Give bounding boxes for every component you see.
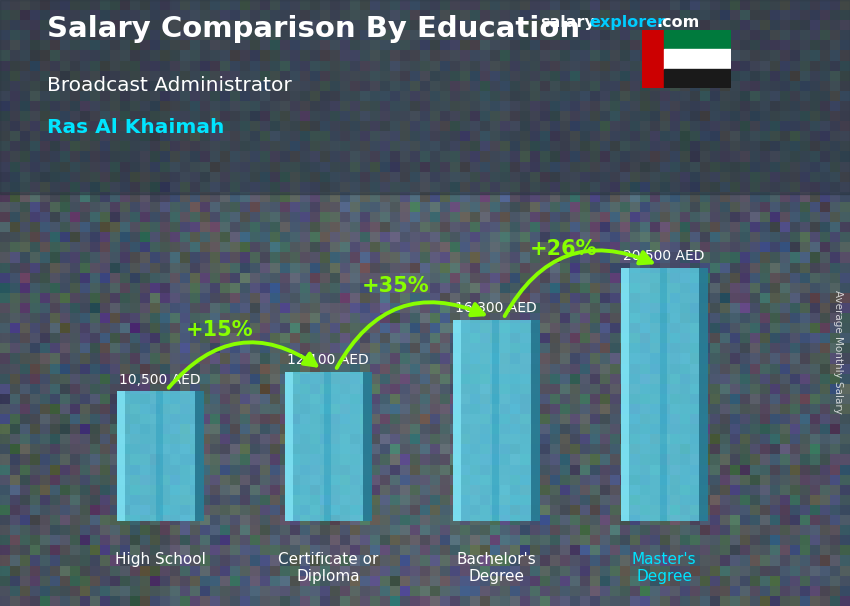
Bar	[660, 268, 667, 521]
Text: salary: salary	[540, 15, 595, 30]
Bar	[664, 30, 731, 49]
Text: High School: High School	[115, 552, 206, 567]
Bar	[510, 0, 680, 606]
Bar	[285, 371, 372, 521]
Bar	[340, 0, 510, 606]
Bar	[700, 268, 708, 521]
Bar	[116, 391, 204, 521]
Bar	[0, 0, 850, 194]
Text: Ras Al Khaimah: Ras Al Khaimah	[47, 118, 224, 137]
Text: +15%: +15%	[185, 320, 253, 340]
Text: Broadcast Administrator: Broadcast Administrator	[47, 76, 292, 95]
Bar	[156, 391, 163, 521]
Bar	[452, 320, 462, 521]
Bar	[531, 320, 540, 521]
Text: Salary Comparison By Education: Salary Comparison By Education	[47, 15, 580, 43]
Text: Average Monthly Salary: Average Monthly Salary	[833, 290, 843, 413]
Bar	[680, 0, 850, 606]
Text: explorer: explorer	[589, 15, 666, 30]
Bar	[116, 391, 125, 521]
Text: 10,500 AED: 10,500 AED	[120, 373, 201, 387]
Bar	[452, 320, 540, 521]
Bar	[196, 391, 204, 521]
Text: .com: .com	[656, 15, 700, 30]
Text: 12,100 AED: 12,100 AED	[287, 353, 369, 367]
Bar	[642, 30, 664, 88]
Bar	[285, 371, 293, 521]
Bar	[620, 268, 629, 521]
Text: +26%: +26%	[530, 239, 598, 259]
Text: Bachelor's
Degree: Bachelor's Degree	[456, 552, 536, 584]
Bar	[170, 0, 340, 606]
Text: 20,500 AED: 20,500 AED	[623, 249, 705, 263]
Bar	[0, 0, 170, 606]
Bar	[620, 268, 708, 521]
Bar	[363, 371, 372, 521]
Bar	[492, 320, 499, 521]
Text: 16,300 AED: 16,300 AED	[456, 301, 537, 315]
Bar	[324, 371, 331, 521]
Text: Certificate or
Diploma: Certificate or Diploma	[278, 552, 378, 584]
Text: +35%: +35%	[361, 276, 429, 296]
Bar	[664, 49, 731, 68]
Bar	[664, 68, 731, 88]
Text: Master's
Degree: Master's Degree	[632, 552, 696, 584]
